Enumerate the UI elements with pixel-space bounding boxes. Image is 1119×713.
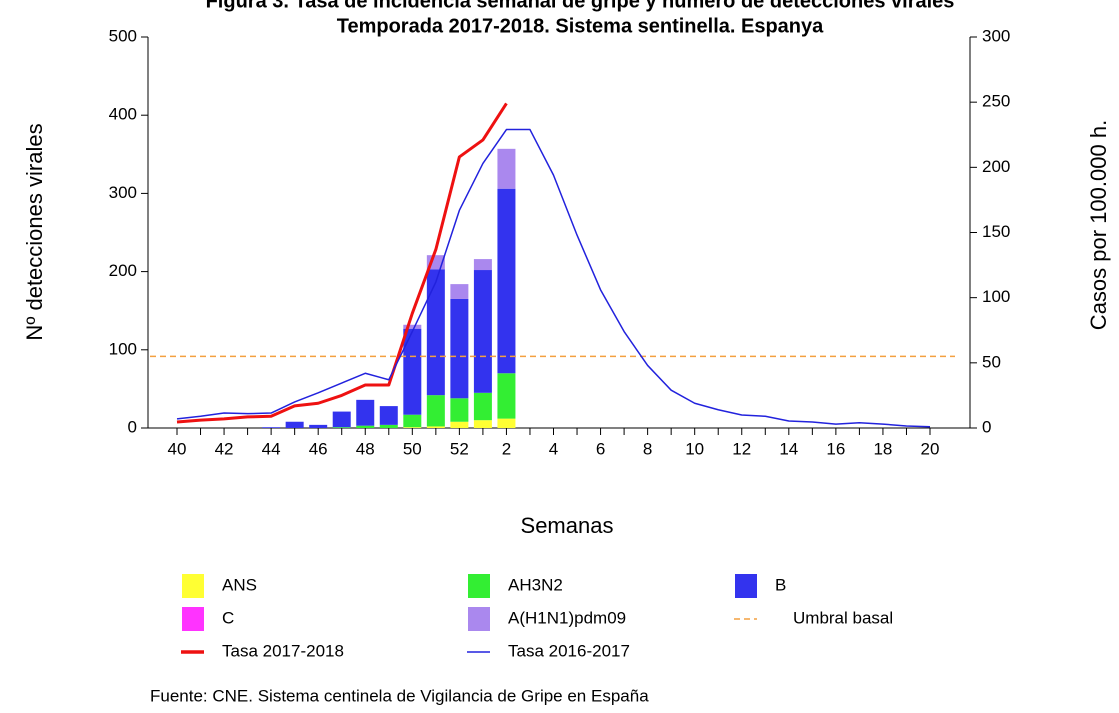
x-tick-label: 16: [826, 439, 845, 458]
legend-swatch: [182, 574, 204, 598]
x-tick-label: 40: [168, 439, 187, 458]
y2-tick-label: 250: [982, 92, 1010, 111]
legend-swatch: [182, 607, 204, 631]
legend-label: Umbral basal: [793, 608, 893, 627]
y2-tick-label: 50: [982, 352, 1001, 371]
legend-swatch: [468, 574, 490, 598]
bar: [403, 324, 422, 329]
bar: [473, 259, 492, 271]
bar: [379, 406, 398, 425]
bar: [332, 411, 351, 428]
y-tick-label: 400: [109, 105, 137, 124]
y2-tick-label: 0: [982, 417, 991, 436]
y2-tick-label: 300: [982, 26, 1010, 45]
chart-subtitle: Temporada 2017-2018. Sistema sentinella.…: [337, 15, 824, 37]
chart-title: Figura 3. Tasa de incidencia semanal de …: [206, 0, 955, 12]
x-axis-label: Semanas: [521, 513, 614, 538]
legend-swatch: [735, 574, 757, 598]
x-tick-label: 18: [873, 439, 892, 458]
y-tick-label: 0: [128, 417, 137, 436]
bar: [332, 427, 351, 428]
bar: [403, 414, 422, 428]
y-tick-label: 100: [109, 339, 137, 358]
bar: [450, 284, 469, 299]
x-tick-label: 2: [502, 439, 511, 458]
x-tick-label: 12: [732, 439, 751, 458]
bar: [450, 398, 469, 422]
x-tick-label: 4: [549, 439, 558, 458]
legend-label: Tasa 2017-2018: [222, 641, 344, 660]
bar: [403, 328, 422, 415]
bar: [473, 420, 492, 428]
y2-axis-label: Casos por 100.000 h.: [1086, 120, 1111, 330]
line: [176, 128, 931, 428]
legend-label: A(H1N1)pdm09: [508, 608, 626, 627]
y-axis-label: Nº detecciones virales: [22, 123, 47, 340]
x-tick-label: 14: [779, 439, 798, 458]
bar: [473, 392, 492, 421]
bar: [403, 427, 422, 428]
source-note: Fuente: CNE. Sistema centinela de Vigila…: [150, 686, 649, 705]
bar: [450, 421, 469, 428]
y2-tick-label: 200: [982, 157, 1010, 176]
y-tick-label: 200: [109, 261, 137, 280]
legend-label: AH3N2: [508, 575, 563, 594]
bar: [356, 399, 375, 426]
line: [176, 102, 508, 424]
x-tick-label: 44: [262, 439, 281, 458]
legend-label: ANS: [222, 575, 257, 594]
bar: [285, 421, 304, 428]
x-tick-label: 8: [643, 439, 652, 458]
bar: [497, 373, 516, 419]
bar: [426, 426, 445, 428]
bar: [497, 148, 516, 189]
x-tick-label: 50: [403, 439, 422, 458]
legend-swatch: [468, 607, 490, 631]
y-tick-label: 500: [109, 26, 137, 45]
bar: [497, 188, 516, 374]
bar: [262, 427, 281, 428]
legend-label: Tasa 2016-2017: [508, 641, 630, 660]
bar: [473, 270, 492, 393]
bar: [426, 395, 445, 427]
bar: [356, 425, 375, 428]
bar: [450, 298, 469, 399]
y2-tick-label: 150: [982, 222, 1010, 241]
legend-label: B: [775, 575, 786, 594]
y-tick-label: 300: [109, 183, 137, 202]
bar: [379, 424, 398, 428]
bar: [309, 424, 328, 428]
x-tick-label: 10: [685, 439, 704, 458]
bar: [426, 269, 445, 396]
x-tick-label: 20: [921, 439, 940, 458]
bar: [497, 418, 516, 428]
x-tick-label: 48: [356, 439, 375, 458]
x-tick-label: 52: [450, 439, 469, 458]
legend-label: C: [222, 608, 234, 627]
x-tick-label: 42: [215, 439, 234, 458]
x-tick-label: 6: [596, 439, 605, 458]
y2-tick-label: 100: [982, 287, 1010, 306]
x-tick-label: 46: [309, 439, 328, 458]
